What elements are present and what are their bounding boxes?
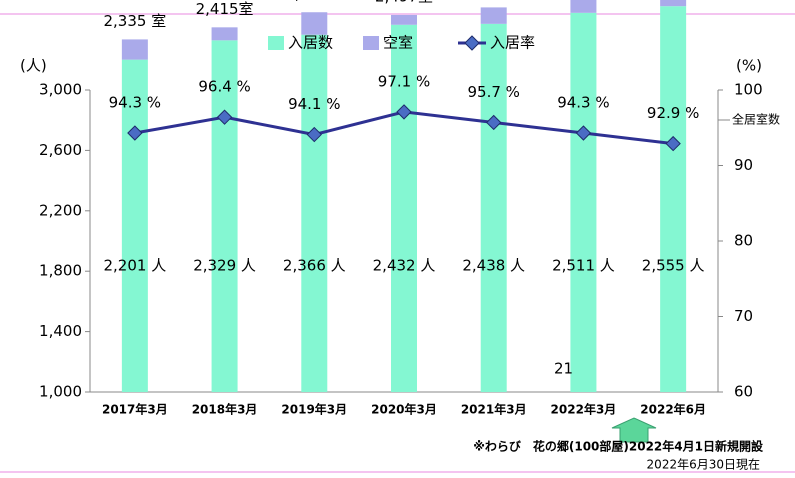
x-tick-label: 2017年3月 [102, 402, 168, 417]
bar-segment [480, 23, 507, 392]
marker [665, 135, 681, 152]
total-label: 2,497室 [375, 0, 433, 5]
y2-tick-label: 70 [734, 307, 753, 325]
y-unit: (人) [20, 57, 47, 75]
rate-label: 97.1 % [378, 72, 430, 90]
y-tick-label: 2,200 [39, 201, 82, 219]
rate-label: 96.4 % [198, 78, 250, 96]
x-tick-label: 2022年3月 [551, 402, 617, 417]
rate-label: 92.9 % [647, 104, 699, 122]
bar-segment [660, 6, 687, 392]
rate-label: 94.1 % [288, 95, 340, 113]
legend-marker [464, 35, 480, 51]
y-tick-label: 1,400 [39, 322, 82, 340]
annotation: 全居室数 [732, 112, 780, 127]
marker [575, 125, 592, 141]
bar-segment [301, 34, 328, 392]
bar-segment [211, 40, 238, 393]
legend-swatch [363, 36, 379, 50]
bar-segment [660, 0, 687, 7]
bar-segment [570, 0, 597, 13]
bar-segment [121, 59, 148, 393]
total-label: 2,335 室 [103, 12, 166, 30]
legend-label: 入居率 [490, 34, 535, 52]
bar-label: 2,555 人 [642, 257, 705, 275]
y-tick-label: 2,600 [39, 141, 82, 159]
bar-label: 2,511 人 [552, 257, 615, 275]
bar-label: 2,329 人 [193, 257, 256, 275]
y-tick-label: 1,800 [39, 262, 82, 280]
arrow [611, 417, 657, 443]
rate-label: 95.7 % [468, 83, 520, 101]
x-tick-label: 2021年3月 [461, 402, 527, 417]
y-tick-label: 1,000 [39, 383, 82, 401]
y-tick-label: 3,000 [39, 81, 82, 99]
y2-tick-label: 100 [734, 81, 763, 99]
x-tick-label: 2018年3月 [192, 402, 258, 417]
bar-segment [480, 7, 507, 24]
marker [127, 125, 143, 141]
y2-tick-label: 80 [734, 232, 753, 250]
bar-segment [301, 12, 328, 35]
marker [216, 109, 233, 125]
x-tick-label: 2022年6月 [640, 402, 706, 417]
rate-label: 94.3 % [557, 94, 609, 112]
annotation: ※わらび 花の郷(100部屋)2022年4月1日新規開設 [473, 439, 764, 454]
bar-segment [211, 27, 238, 41]
marker [486, 114, 502, 131]
rate-label: 94.3 % [109, 94, 161, 112]
bar-segment [570, 12, 597, 393]
marker [306, 126, 322, 143]
total-label: 2,415室 [196, 0, 254, 18]
legend-swatch [268, 36, 284, 50]
x-tick-label: 2020年3月 [371, 402, 437, 417]
legend-label: 入居数 [288, 34, 333, 52]
bar-label: 2,432 人 [373, 257, 436, 275]
annotation: 21 [554, 360, 573, 378]
y2-unit: (%) [736, 57, 762, 75]
bar-label: 2,438 人 [462, 257, 525, 275]
bar-label: 2,201 人 [103, 257, 166, 275]
annotation: 2022年6月30日現在 [647, 458, 760, 472]
marker [396, 104, 412, 120]
legend-label: 空室 [383, 34, 413, 52]
bar-segment [391, 24, 417, 392]
bar-segment [391, 14, 417, 25]
bar-label: 2,366 人 [283, 257, 346, 275]
y2-tick-label: 90 [734, 156, 753, 174]
bar-segment [121, 39, 148, 60]
x-tick-label: 2019年3月 [281, 402, 347, 417]
y2-tick-label: 60 [734, 383, 753, 401]
total-label: 2,515室 [285, 0, 343, 3]
